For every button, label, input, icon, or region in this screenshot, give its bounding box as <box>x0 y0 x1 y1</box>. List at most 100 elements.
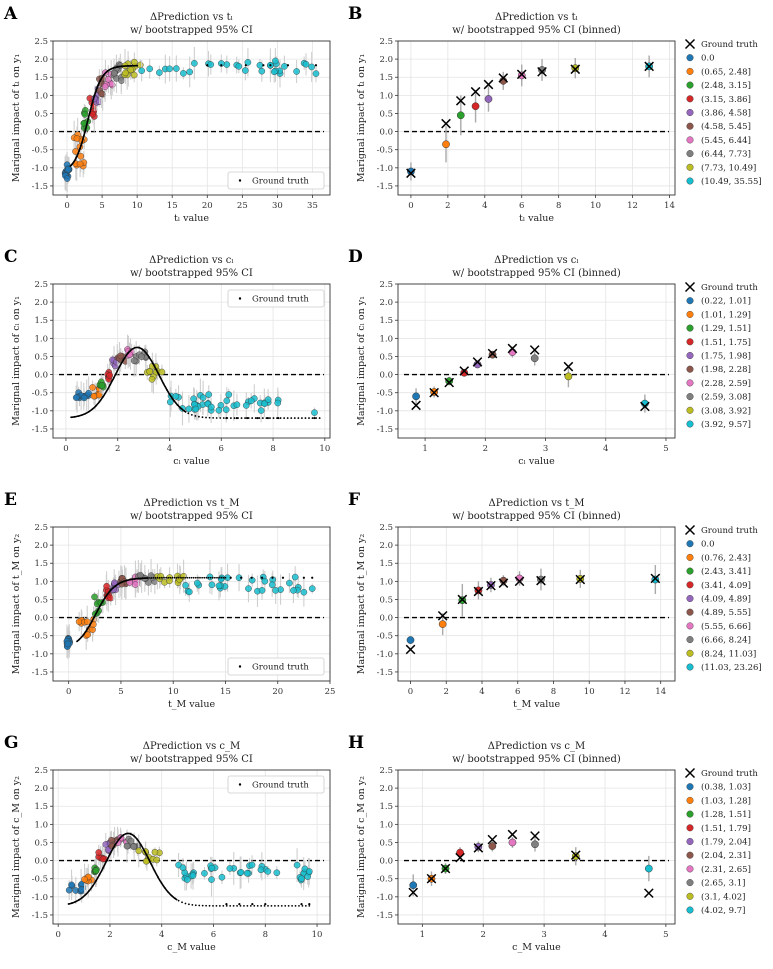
axes-frame <box>52 526 331 682</box>
ground-truth-point <box>287 904 290 907</box>
y-tick-label: -1.5 <box>32 911 48 921</box>
data-point <box>243 869 251 877</box>
legend-label: (0.22, 1.01] <box>701 296 751 307</box>
chart-subtitle: w/ bootstrapped 95% CI <box>130 268 253 279</box>
data-point <box>156 69 163 76</box>
ground-truth-point <box>219 417 222 419</box>
legend-marker <box>686 865 694 873</box>
ground-truth-point <box>266 416 269 420</box>
panel-b: B ΔPrediction vs tₗ w/ bootstrapped 95% CI… <box>348 4 762 224</box>
data-point <box>205 391 213 398</box>
ground-truth-point <box>240 576 243 579</box>
data-point <box>81 111 89 118</box>
ground-truth-marker <box>459 366 470 376</box>
ground-truth-point <box>215 417 218 419</box>
ground-truth-point <box>209 576 212 579</box>
legend-label: (2.59, 3.08] <box>701 392 751 403</box>
panel-letter: E <box>4 490 17 510</box>
y-tick-label: -1.0 <box>32 407 48 417</box>
legend-label: Ground truth <box>252 295 309 305</box>
ground-truth-point <box>229 417 232 419</box>
ground-truth-marker <box>429 387 439 398</box>
ground-truth-point <box>222 417 225 419</box>
ground-truth-point <box>267 904 269 907</box>
ground-truth-point <box>315 417 317 419</box>
data-point <box>135 847 143 855</box>
ground-truth-point <box>206 64 209 67</box>
ground-truth-point <box>300 902 303 906</box>
ground-truth-point <box>271 576 274 579</box>
x-tick-label: 8 <box>263 930 268 940</box>
ground-truth-point <box>264 902 267 906</box>
data-point <box>138 353 145 360</box>
x-tick-label: 6 <box>519 201 524 211</box>
y-tick-label: -1.5 <box>377 425 393 435</box>
bin-point <box>442 140 450 149</box>
y-tick-label: -1.0 <box>377 893 393 903</box>
y-tick-label: 1.5 <box>34 73 48 83</box>
ground-truth-point <box>158 576 161 579</box>
ground-truth-marker <box>563 361 574 372</box>
y-tick-label: 0.5 <box>379 109 393 119</box>
data-point <box>95 849 103 856</box>
data-point <box>130 357 138 365</box>
y-tick-label: 0.0 <box>34 128 48 138</box>
x-tick-label: 6 <box>211 930 216 940</box>
ground-truth-point <box>286 64 290 67</box>
y-axis-label: Marignal impact of cₗ on y₁ <box>11 296 22 426</box>
y-tick-label: 0.5 <box>379 352 393 362</box>
ground-truth-marker <box>487 348 498 359</box>
ground-truth-point <box>224 576 227 579</box>
ground-truth-point <box>186 576 189 579</box>
legend-marker <box>686 338 694 346</box>
data-point <box>136 61 144 69</box>
ground-truth-point <box>272 417 275 419</box>
legend-label: (3.92, 9.57] <box>701 419 751 430</box>
ground-truth-point <box>184 902 187 905</box>
ground-truth-point <box>208 904 211 907</box>
y-tick-label: -1.5 <box>32 668 48 678</box>
panel-letter: B <box>348 4 362 24</box>
data-point <box>258 587 266 594</box>
legend-marker <box>686 540 694 548</box>
data-point <box>64 165 72 173</box>
legend-marker <box>686 553 694 561</box>
data-point <box>138 67 145 75</box>
bin-point <box>508 348 517 356</box>
y-tick-label: -1.0 <box>32 650 48 660</box>
ground-truth-point <box>190 413 193 416</box>
ground-truth-marker <box>408 887 419 898</box>
data-point <box>308 63 315 71</box>
chart-subtitle: w/ bootstrapped 95% CI (binned) <box>452 511 621 522</box>
data-point <box>190 395 197 403</box>
ground-truth-point <box>308 417 310 419</box>
panel-h: H ΔPrediction vs c_M w/ bootstrapped 95% C… <box>348 733 758 953</box>
ground-truth-point <box>198 415 200 418</box>
data-point <box>172 392 180 400</box>
x-tick-label: 6 <box>219 444 224 454</box>
y-tick-label: 2.5 <box>34 37 48 47</box>
y-tick-label: -0.5 <box>32 146 48 156</box>
data-point <box>286 579 293 587</box>
x-tick-label: 15 <box>220 687 231 697</box>
legend-marker <box>686 663 694 671</box>
ground-truth-marker <box>411 400 421 411</box>
y-tick-label: -0.5 <box>377 632 393 642</box>
ground-truth-point <box>225 904 228 907</box>
y-tick-label: 0.5 <box>34 838 48 848</box>
legend-marker <box>686 163 694 171</box>
legend-marker <box>686 420 694 428</box>
data-point <box>218 873 226 881</box>
x-tick-label: 20 <box>202 201 213 211</box>
ground-truth-marker <box>507 829 518 840</box>
data-point <box>235 63 243 70</box>
x-tick-label: 25 <box>237 201 248 211</box>
ground-truth-marker <box>473 843 484 853</box>
y-tick-label: -1.0 <box>377 164 393 174</box>
data-point <box>78 886 85 893</box>
chart-title: ΔPrediction vs cₗ <box>149 255 234 266</box>
axes-frame <box>397 526 676 682</box>
ground-truth-point <box>225 902 228 906</box>
x-tick-label: 5 <box>663 930 668 940</box>
data-point <box>99 855 107 863</box>
